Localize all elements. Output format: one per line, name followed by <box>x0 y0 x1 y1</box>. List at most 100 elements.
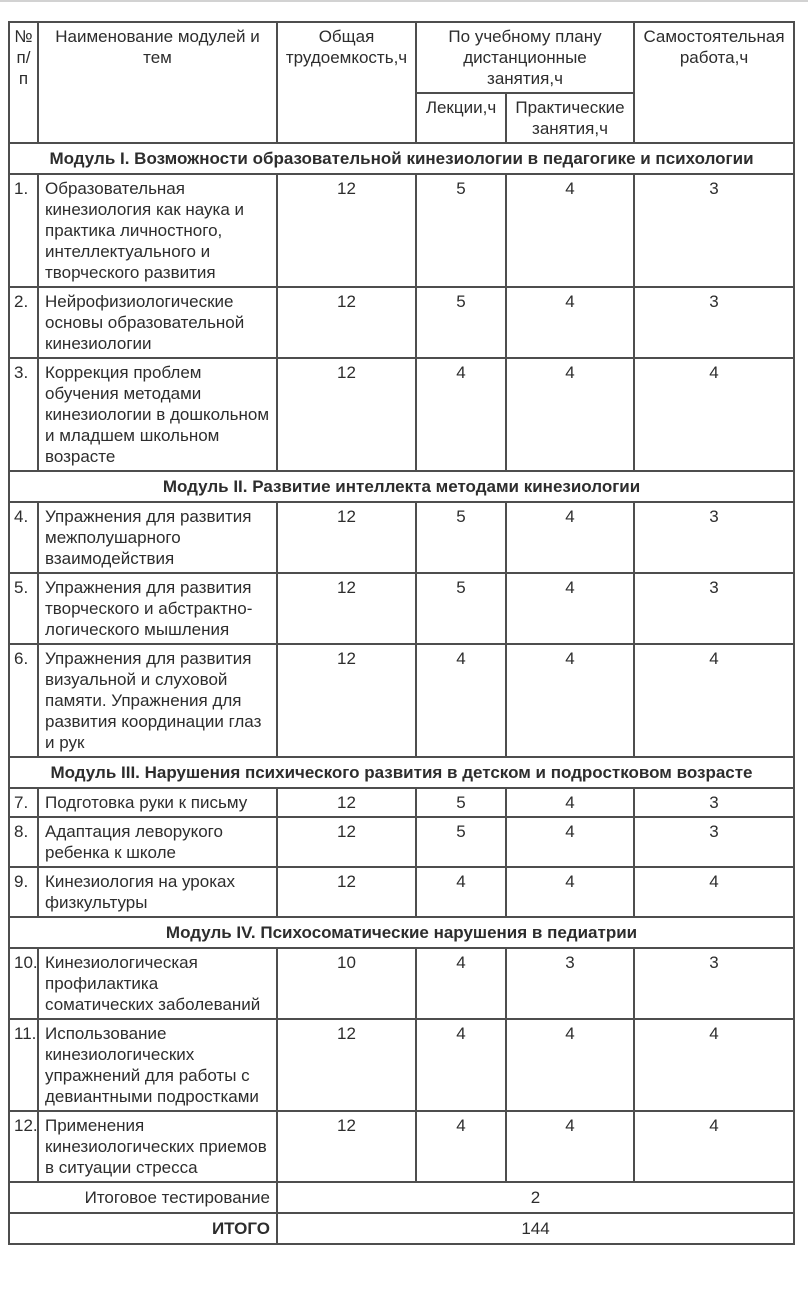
cell-self: 3 <box>633 787 796 818</box>
cell-practical: 4 <box>504 357 636 472</box>
cell-total: 12 <box>276 173 417 288</box>
cell-name: Упражнения для развития визуальной и слу… <box>37 643 278 758</box>
cell-name: Коррекция проблем обучения методами кине… <box>37 357 278 472</box>
cell-total: 12 <box>276 1018 417 1112</box>
cell-practical: 4 <box>504 787 636 818</box>
cell-name: Упражнения для развития межполушарного в… <box>37 501 278 574</box>
cell-num: 12. <box>8 1110 39 1183</box>
module-section-title: Модуль I. Возможности образовательной ки… <box>7 142 796 175</box>
cell-lectures: 4 <box>415 947 507 1020</box>
cell-lectures: 5 <box>415 501 507 574</box>
cell-practical: 3 <box>504 947 636 1020</box>
cell-num: 10. <box>8 947 39 1020</box>
cell-practical: 4 <box>504 1018 636 1112</box>
cell-num: 7. <box>8 787 39 818</box>
cell-num: 1. <box>8 173 39 288</box>
cell-self: 4 <box>633 866 796 918</box>
header-num: № п/п <box>8 21 39 144</box>
header-practical: Практические занятия,ч <box>504 92 636 144</box>
cell-total: 12 <box>276 357 417 472</box>
cell-practical: 4 <box>504 1110 636 1183</box>
table-body: Модуль I. Возможности образовательной ки… <box>7 142 796 1245</box>
cell-self: 4 <box>633 357 796 472</box>
header-plan-group: По учебному плану дистанционные занятия,… <box>414 21 636 94</box>
total-row: ИТОГО 144 <box>8 1212 796 1245</box>
table-row: 7. Подготовка руки к письму 12 5 4 3 <box>8 787 796 818</box>
table-row: 6. Упражнения для развития визуальной и с… <box>8 643 796 758</box>
footer-label: ИТОГО <box>8 1212 278 1245</box>
cell-num: 3. <box>8 357 39 472</box>
cell-name: Применения кинезиологических приемов в с… <box>37 1110 278 1183</box>
cell-lectures: 4 <box>415 866 507 918</box>
cell-practical: 4 <box>504 816 636 868</box>
cell-num: 8. <box>8 816 39 868</box>
cell-self: 3 <box>633 501 796 574</box>
cell-name: Упражнения для развития творческого и аб… <box>37 572 278 645</box>
cell-total: 12 <box>276 501 417 574</box>
table-row: 12. Применения кинезиологических приемов … <box>8 1110 796 1183</box>
header-self-work: Самостоятельная работа,ч <box>633 21 796 144</box>
final-test-row: Итоговое тестирование 2 <box>8 1181 796 1214</box>
footer-value: 2 <box>275 1181 796 1214</box>
cell-total: 12 <box>276 787 417 818</box>
cell-self: 3 <box>633 947 796 1020</box>
table-row: 3. Коррекция проблем обучения методами ки… <box>8 357 796 472</box>
cell-lectures: 5 <box>415 787 507 818</box>
cell-total: 12 <box>276 816 417 868</box>
cell-name: Кинезиология на уроках физкультуры <box>37 866 278 918</box>
footer-value: 144 <box>275 1212 796 1245</box>
cell-lectures: 4 <box>415 643 507 758</box>
header-row-main: № п/п Наименование модулей и тем Общая т… <box>8 21 796 144</box>
cell-practical: 4 <box>504 173 636 288</box>
cell-name: Нейрофизиологические основы образователь… <box>37 286 278 359</box>
module-section-row: Модуль III. Нарушения психического разви… <box>7 756 796 789</box>
cell-self: 4 <box>633 1018 796 1112</box>
table-row: 4. Упражнения для развития межполушарного… <box>8 501 796 574</box>
cell-total: 12 <box>276 866 417 918</box>
cell-practical: 4 <box>504 286 636 359</box>
cell-num: 6. <box>8 643 39 758</box>
cell-total: 12 <box>276 572 417 645</box>
module-section-title: Модуль II. Развитие интеллекта методами … <box>7 470 796 503</box>
cell-total: 12 <box>276 286 417 359</box>
cell-self: 3 <box>633 816 796 868</box>
cell-name: Подготовка руки к письму <box>37 787 278 818</box>
table-row: 11. Использование кинезиологических упраж… <box>8 1018 796 1112</box>
cell-practical: 4 <box>504 643 636 758</box>
cell-self: 3 <box>633 173 796 288</box>
module-section-title: Модуль III. Нарушения психического разви… <box>7 756 796 789</box>
module-section-row: Модуль IV. Психосоматические нарушения в… <box>7 916 796 949</box>
course-plan-table: № п/п Наименование модулей и тем Общая т… <box>7 21 796 1245</box>
cell-lectures: 4 <box>415 357 507 472</box>
cell-lectures: 5 <box>415 816 507 868</box>
cell-self: 3 <box>633 572 796 645</box>
cell-num: 2. <box>8 286 39 359</box>
table-row: 2. Нейрофизиологические основы образовате… <box>8 286 796 359</box>
cell-practical: 4 <box>504 501 636 574</box>
header-lectures: Лекции,ч <box>415 92 507 144</box>
cell-name: Адаптация леворукого ребенка к школе <box>37 816 278 868</box>
page-top-divider <box>0 0 808 2</box>
cell-lectures: 4 <box>415 1018 507 1112</box>
cell-name: Использование кинезиологических упражнен… <box>37 1018 278 1112</box>
module-section-row: Модуль I. Возможности образовательной ки… <box>7 142 796 175</box>
cell-lectures: 5 <box>415 572 507 645</box>
footer-label: Итоговое тестирование <box>8 1181 278 1214</box>
cell-name: Кинезиологическая профилактика соматичес… <box>37 947 278 1020</box>
cell-total: 12 <box>276 1110 417 1183</box>
cell-name: Образовательная кинезиология как наука и… <box>37 173 278 288</box>
header-name: Наименование модулей и тем <box>37 21 278 144</box>
module-section-title: Модуль IV. Психосоматические нарушения в… <box>7 916 796 949</box>
cell-lectures: 5 <box>415 286 507 359</box>
cell-self: 3 <box>633 286 796 359</box>
header-row-sub: Лекции,ч Практические занятия,ч <box>9 92 794 144</box>
header-total-hours: Общая трудоемкость,ч <box>276 21 417 144</box>
table-row: 10. Кинезиологическая профилактика сомати… <box>8 947 796 1020</box>
module-section-row: Модуль II. Развитие интеллекта методами … <box>7 470 796 503</box>
table-header: № п/п Наименование модулей и тем Общая т… <box>8 21 796 144</box>
cell-practical: 4 <box>504 572 636 645</box>
table-row: 5. Упражнения для развития творческого и … <box>8 572 796 645</box>
cell-num: 9. <box>8 866 39 918</box>
cell-self: 4 <box>633 1110 796 1183</box>
cell-num: 4. <box>8 501 39 574</box>
